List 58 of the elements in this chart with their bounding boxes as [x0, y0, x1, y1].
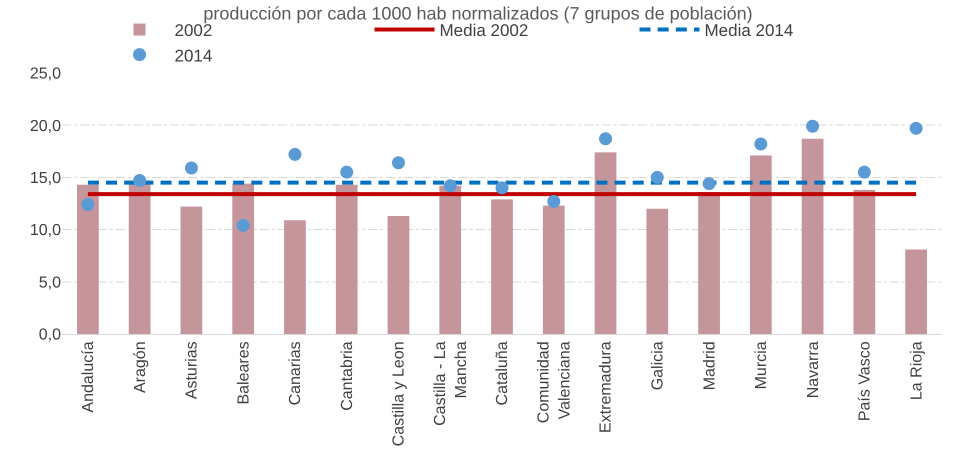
- bar: [646, 208, 668, 334]
- bar: [439, 186, 462, 334]
- bar: [284, 220, 306, 334]
- bar: [388, 216, 410, 334]
- point: [340, 166, 354, 179]
- point: [806, 120, 820, 133]
- bar: [905, 249, 927, 334]
- x-tick-label: Castilla y Leon: [390, 341, 408, 446]
- point: [702, 177, 716, 190]
- chart-title: producción por cada 1000 hab normalizados (7 grupos de población): [203, 4, 753, 24]
- point: [754, 137, 768, 150]
- bar: [802, 138, 824, 334]
- bar: [491, 199, 513, 334]
- x-tick-label: Canarias: [287, 341, 304, 406]
- x-tick-label: Madrid: [701, 341, 718, 390]
- point: [910, 122, 923, 135]
- x-tick-label: País Vasco: [856, 341, 874, 422]
- point: [496, 181, 508, 194]
- point: [599, 132, 612, 146]
- x-tick-label: Cantabria: [338, 341, 356, 411]
- point: [392, 156, 405, 170]
- y-tick-label: 10,0: [30, 222, 62, 240]
- point: [547, 194, 560, 208]
- x-tick-label: Navarra: [804, 341, 822, 398]
- x-tick-label: Murcia: [753, 341, 770, 390]
- point: [81, 198, 94, 212]
- point: [236, 218, 250, 232]
- bar: [232, 184, 254, 334]
- point: [650, 170, 664, 184]
- point: [133, 174, 146, 188]
- point: [858, 166, 871, 179]
- x-tick-label: Galicia: [649, 341, 666, 390]
- legend-label: 2014: [174, 46, 212, 66]
- x-tick-label: Aragón: [132, 341, 149, 393]
- bar: [336, 184, 358, 334]
- x-tick-label: Andalucía: [80, 341, 98, 413]
- x-tick-label: Asturias: [184, 341, 201, 400]
- point: [444, 179, 457, 192]
- bar: [542, 206, 565, 334]
- bar: [853, 190, 876, 334]
- x-tick-label: Extremadura: [598, 341, 615, 433]
- x-tick-label: Baleares: [235, 341, 252, 405]
- x-tick-label: Comunidad Valenciana: [536, 341, 574, 424]
- x-tick-label: Castilla - La Mancha: [432, 341, 470, 426]
- bar: [750, 155, 772, 334]
- y-tick-label: 15,0: [30, 170, 62, 187]
- legend-label: Media 2002: [440, 21, 528, 40]
- point: [288, 148, 302, 161]
- x-tick-label: Cataluña: [494, 341, 512, 406]
- x-tick-label: La Rioja: [908, 341, 926, 400]
- y-tick-label: 0,0: [38, 326, 62, 344]
- bar: [180, 206, 202, 334]
- bar: [594, 152, 616, 334]
- y-tick-label: 20,0: [30, 118, 62, 135]
- y-tick-label: 5,0: [38, 274, 62, 292]
- y-tick-label: 25,0: [30, 66, 62, 83]
- bar: [77, 184, 99, 334]
- point: [184, 162, 198, 174]
